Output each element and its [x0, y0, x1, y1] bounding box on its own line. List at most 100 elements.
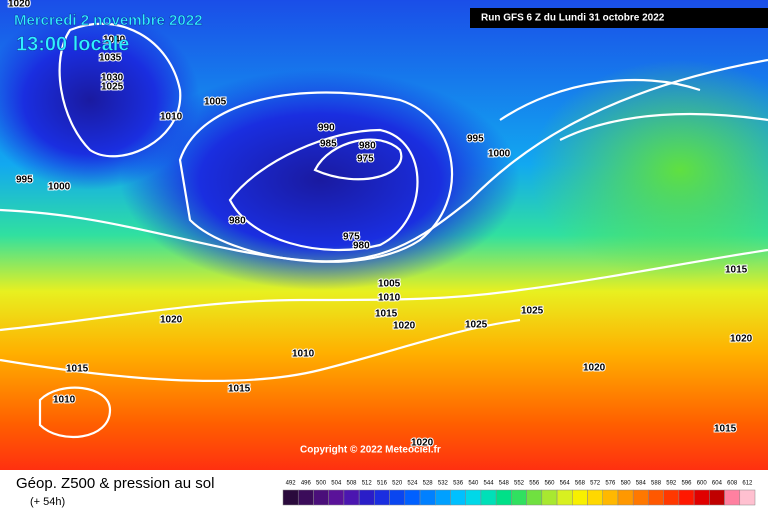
colorbar-label: 588 — [651, 481, 662, 487]
isobar-label: 985 — [320, 139, 337, 150]
isobar-label: 1015 — [375, 309, 398, 320]
forecast-date: Mercredi 2 novembre 2022 — [14, 12, 202, 29]
isobar-label: 1010 — [53, 395, 76, 406]
colorbar-label: 536 — [453, 481, 464, 487]
colorbar-swatch — [678, 489, 695, 506]
colorbar-swatch — [739, 489, 756, 506]
forecast-time: 13:00 locale — [16, 33, 129, 55]
isobar-label: 1015 — [228, 384, 251, 395]
isobar-label: 1020 — [583, 363, 606, 374]
isobar-label: 1025 — [101, 82, 124, 93]
isobar-label: 1015 — [725, 265, 748, 276]
colorbar-label: 504 — [331, 481, 342, 487]
colorbar-label: 524 — [407, 481, 418, 487]
isobar-label: 1020 — [8, 0, 31, 10]
copyright: Copyright © 2022 Meteociel.fr — [300, 445, 441, 456]
isobar-label: 980 — [353, 241, 370, 252]
colorbar-swatch — [541, 489, 558, 506]
isobar-label: 1000 — [48, 182, 71, 193]
isobar-label: 975 — [357, 154, 374, 165]
colorbar-swatch — [648, 489, 664, 506]
colorbar-label: 548 — [499, 481, 510, 487]
colorbar-swatch — [693, 489, 710, 506]
colorbar-label: 572 — [590, 481, 601, 487]
isobar-label: 1020 — [160, 315, 183, 326]
colorbar-label: 596 — [681, 481, 692, 487]
isobar-label: 990 — [318, 123, 335, 134]
colorbar-swatch — [358, 489, 375, 506]
colorbar-label: 492 — [286, 481, 297, 487]
isobar-label: 1010 — [292, 349, 315, 360]
colorbar-swatch — [663, 489, 680, 506]
colorbar-swatch — [435, 489, 451, 506]
colorbar-swatch — [282, 489, 299, 506]
colorbar-swatch — [572, 489, 588, 506]
colorbar-label: 556 — [529, 481, 540, 487]
colorbar-label: 604 — [712, 481, 723, 487]
isobar-label: 1010 — [378, 293, 401, 304]
colorbar-label: 568 — [575, 481, 586, 487]
colorbar-label: 608 — [727, 481, 738, 487]
colorbar-swatch — [556, 489, 573, 506]
isobar-label: 1000 — [488, 149, 511, 160]
isobar-label: 1040 — [103, 35, 126, 46]
isobar-label: 1035 — [99, 53, 122, 64]
colorbar-swatch — [343, 489, 360, 506]
isobar-label: 975 — [343, 232, 360, 243]
colorbar-label: 512 — [362, 481, 373, 487]
colorbar-swatch — [632, 489, 649, 506]
colorbar-swatch — [709, 489, 725, 506]
colorbar-swatch — [480, 489, 497, 506]
colorbar-label: 544 — [484, 481, 495, 487]
colorbar-swatch — [404, 489, 421, 506]
colorbar-label: 508 — [347, 481, 358, 487]
colorbar-swatch — [297, 489, 314, 506]
footer-title: Géop. Z500 & pression au sol — [16, 475, 214, 492]
colorbar-label: 532 — [438, 481, 449, 487]
colorbar-label: 528 — [423, 481, 434, 487]
isobar-label: 1020 — [730, 334, 753, 345]
colorbar-label: 520 — [392, 481, 403, 487]
colorbar-label: 612 — [742, 481, 753, 487]
lead-time: (+ 54h) — [30, 496, 65, 508]
colorbar-swatch — [419, 489, 436, 506]
colorbar-swatch — [465, 489, 482, 506]
isobar-label: 1015 — [714, 424, 737, 435]
colorbar-swatch — [617, 489, 634, 506]
colorbar-swatch — [587, 489, 603, 506]
colorbar-swatch — [450, 489, 466, 506]
colorbar-label: 540 — [468, 481, 479, 487]
colorbar-label: 592 — [666, 481, 677, 487]
isobar-label: 1020 — [411, 438, 434, 449]
colorbar-label: 584 — [636, 481, 647, 487]
isobar-label: 1030 — [101, 73, 124, 84]
colorbar-swatch — [313, 489, 329, 506]
isobar-label: 995 — [467, 134, 484, 145]
isobar-label: 980 — [229, 216, 246, 227]
colorbar-swatch — [602, 489, 619, 506]
colorbar-label: 500 — [316, 481, 327, 487]
isobar-label: 1025 — [521, 306, 544, 317]
colorbar-swatch — [511, 489, 527, 506]
isobar-label: 995 — [16, 175, 33, 186]
colorbar-label: 552 — [514, 481, 525, 487]
isobar-label: 980 — [359, 141, 376, 152]
isobar-label: 1005 — [378, 279, 401, 290]
colorbar-swatch — [526, 489, 543, 506]
colorbar-swatch — [495, 489, 512, 506]
colorbar-label: 496 — [301, 481, 312, 487]
colorbar-swatch — [374, 489, 390, 506]
colorbar-swatch — [724, 489, 741, 506]
colorbar-label: 580 — [621, 481, 632, 487]
colorbar-label: 564 — [560, 481, 571, 487]
isobars — [0, 22, 768, 439]
isobar-label: 1025 — [465, 320, 488, 331]
colorbar-label: 560 — [544, 481, 555, 487]
isobar-label: 1010 — [160, 112, 183, 123]
colorbar-swatch — [389, 489, 406, 506]
run-info: Run GFS 6 Z du Lundi 31 octobre 2022 — [481, 13, 665, 24]
isobar-label: 1005 — [204, 97, 227, 108]
colorbar-label: 516 — [377, 481, 388, 487]
isobar-label: 1015 — [66, 364, 89, 375]
